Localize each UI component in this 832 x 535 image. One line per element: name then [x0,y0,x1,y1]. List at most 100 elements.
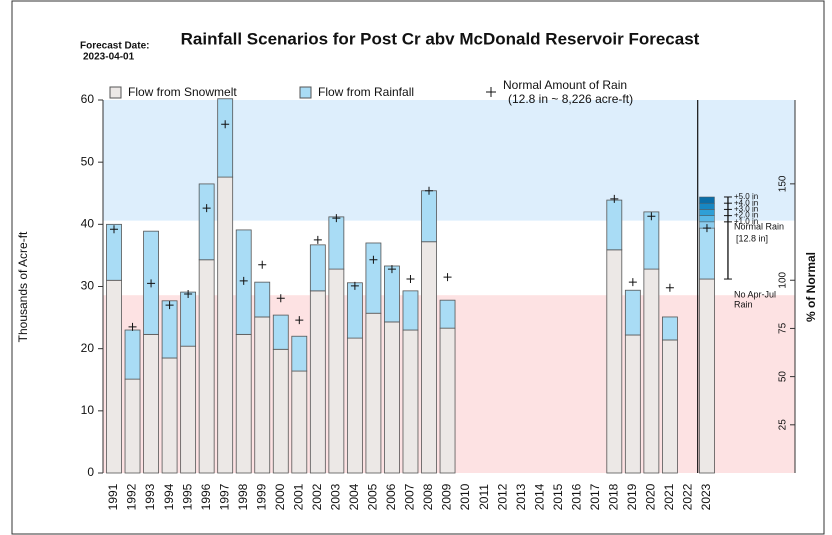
bar-segment [606,249,623,474]
bar-segment [180,345,197,474]
bar-segment [161,300,178,359]
normal-marker [647,212,656,221]
x-tick-label: 2002 [310,483,324,510]
bar-segment [606,199,623,251]
y2-tick-label: 75 [778,322,789,334]
bar-segment [143,333,159,474]
scenario-segment [699,209,715,216]
bar-segment [699,278,715,474]
y2-tick-label: 25 [778,419,789,431]
bar-segment [402,290,419,331]
x-tick-label: 1999 [254,483,268,510]
normal-marker [258,260,267,269]
bar-segment [217,98,234,178]
x-tick-label: 2019 [625,483,639,510]
normal-marker [165,301,174,310]
bar-segment [384,321,400,474]
x-tick-label: 1993 [143,483,157,510]
bar-segment [662,339,678,474]
x-tick-label: 2022 [681,483,695,510]
normal-marker [276,294,285,303]
normal-marker [610,194,619,203]
bar-segment [643,211,660,270]
normal-marker [332,214,341,223]
y-tick-label: 20 [81,341,95,355]
x-tick-label: 1996 [199,483,213,510]
bar-segment [309,290,326,474]
normal-marker [221,120,230,129]
y2-tick-label: 50 [778,371,789,383]
x-tick-label: 2001 [291,483,305,510]
x-tick-label: 2008 [421,483,435,510]
bar-segment [439,327,456,474]
x-tick-label: 2016 [569,483,583,510]
y-tick-label: 30 [81,279,95,293]
normal-marker [313,235,322,244]
y-tick-label: 10 [81,403,95,417]
bar-segment [309,244,326,292]
y-axis-label: Thousands of Acre-ft [16,231,30,342]
normal-marker [406,275,415,284]
normal-marker [369,255,378,264]
x-tick-label: 2018 [606,483,620,510]
x-tick-label: 1998 [236,483,250,510]
x-tick-label: 2004 [347,483,361,510]
bar-segment [421,241,437,474]
bar-segment [272,314,289,350]
normal-marker [702,224,711,233]
y-tick-label: 40 [81,217,95,231]
forecast-date: 2023-04-01 [83,52,135,63]
scenario-segment [699,196,715,204]
x-tick-label: 2015 [551,483,565,510]
scenario-label: +5.0 in [734,192,758,201]
bar-segment [328,216,345,270]
bar-segment [291,335,308,372]
bar-segment [198,183,215,261]
bar-segment [365,312,382,474]
scenario-segment [699,215,715,223]
normal-rain-label: Normal Rain [734,221,784,231]
bar-segment [124,329,141,380]
bar-segment [346,282,363,339]
x-tick-label: 1992 [125,483,139,510]
legend-note: (12.8 in ~ 8,226 acre-ft) [508,92,633,106]
x-tick-label: 1997 [217,483,231,510]
scenario-label: +1.0 in [734,217,758,226]
legend-label: Flow from Rainfall [318,85,414,99]
x-tick-label: 1991 [106,483,120,510]
bar-segment [272,348,289,474]
x-tick-label: 2023 [699,483,713,510]
normal-marker [387,265,396,274]
bar-segment [106,223,122,281]
bar-segment [699,227,715,280]
bar-segment [106,279,122,474]
x-tick-label: 1995 [180,483,194,510]
x-tick-label: 2007 [403,483,417,510]
normal-marker [628,278,637,287]
normal-marker [443,273,452,282]
y2-axis-label: % of Normal [804,252,818,322]
legend-label: Normal Amount of Rain [503,78,627,92]
bar-segment [624,289,641,336]
forecast-label: Forecast Date: [80,41,149,52]
x-tick-label: 2005 [366,483,380,510]
bar-segment [217,176,234,474]
normal-marker [350,281,359,290]
normal-marker [295,316,304,325]
x-tick-label: 2012 [495,483,509,510]
x-tick-label: 2011 [477,484,491,510]
bar-segment [384,265,400,323]
legend-label: Flow from Snowmelt [128,85,237,99]
no-rain-label: No Apr-Jul [734,289,776,299]
bar-segment [328,268,345,474]
x-tick-label: 2021 [662,483,676,510]
bar-segment [439,299,456,329]
bar-segment [421,190,437,243]
bar-segment [643,268,660,474]
normal-rain-amount: [12.8 in] [736,233,768,243]
y-tick-label: 0 [87,465,94,479]
x-tick-label: 2003 [329,483,343,510]
bar-segment [291,370,308,474]
y2-tick-label: 100 [778,271,789,288]
